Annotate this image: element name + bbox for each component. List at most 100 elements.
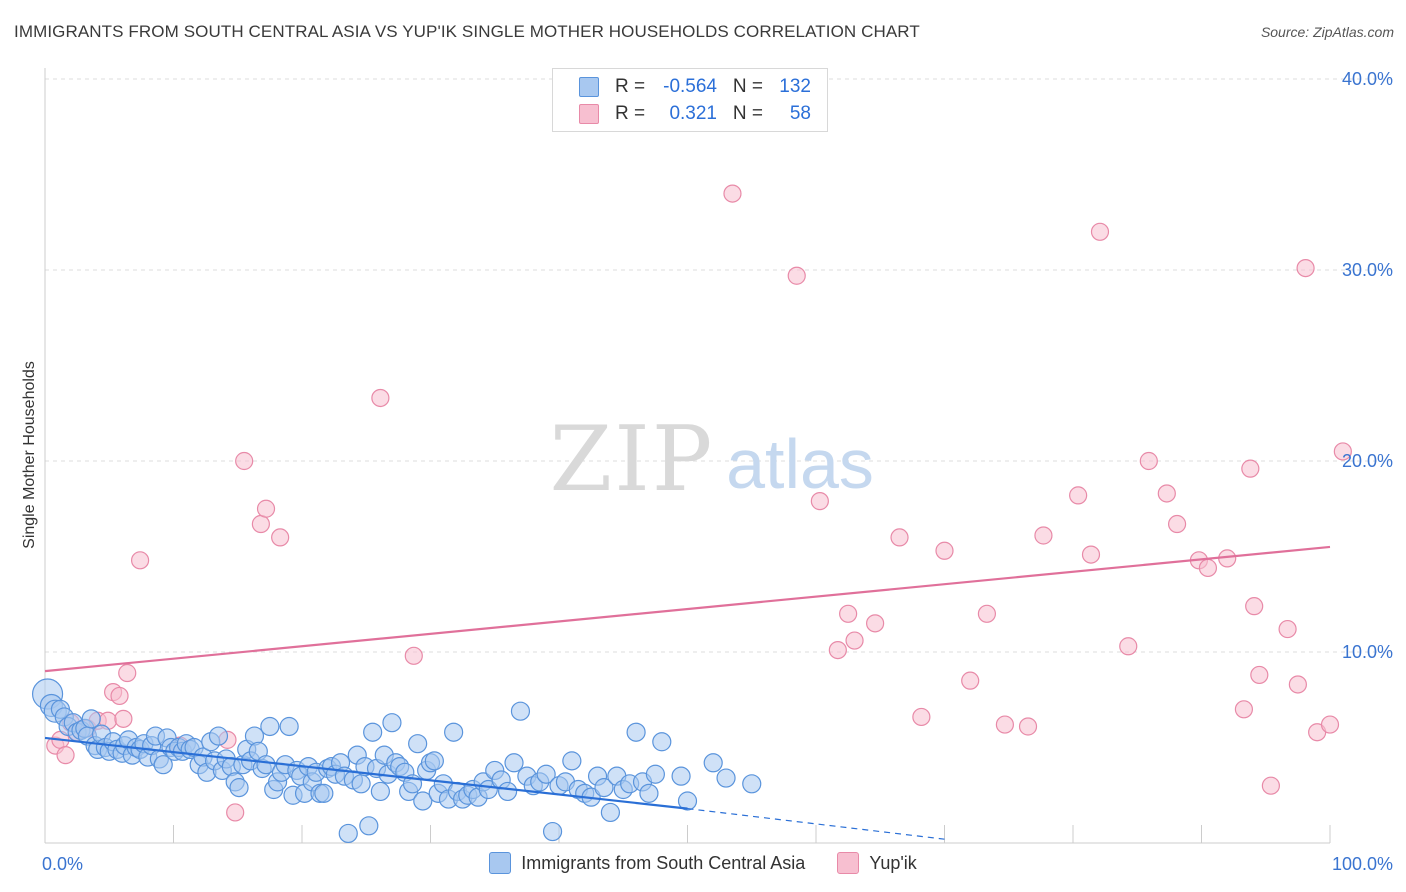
legend-r-label: R = xyxy=(615,103,646,124)
legend-r-label: R = xyxy=(615,76,646,97)
south-central-asia-point xyxy=(382,713,402,733)
south-central-asia-point xyxy=(716,768,736,788)
yupik-point xyxy=(1234,700,1254,719)
yupik-point xyxy=(226,803,245,822)
y-tick-label: 20.0% xyxy=(1342,451,1393,471)
yupik-point xyxy=(371,388,390,408)
legend-item-label: Yup'ik xyxy=(869,852,917,873)
legend-n-value: 132 xyxy=(779,76,811,97)
yupik-point xyxy=(256,499,276,518)
south-central-asia-point xyxy=(652,732,672,752)
south-central-asia-point xyxy=(645,764,665,784)
yupik-point xyxy=(977,604,997,623)
yupik-point xyxy=(1288,675,1307,694)
south-central-asia-point xyxy=(504,753,524,773)
yupik-point xyxy=(961,671,980,690)
south-central-asia-point xyxy=(256,755,276,775)
yupik-point xyxy=(1139,451,1158,471)
yupik-trend-line xyxy=(44,545,1331,673)
tick-labels: 10.0% 20.0% 30.0% 40.0% 0.0% 100.0% xyxy=(42,69,1393,874)
legend-item-south-central-asia[interactable]: Immigrants from South Central Asia xyxy=(489,852,805,874)
yupik-point xyxy=(995,715,1014,734)
watermark-zip: ZIP xyxy=(550,407,715,512)
legend-r-value: -0.564 xyxy=(663,76,717,97)
south-central-asia-point xyxy=(208,726,229,746)
south-central-asia-point xyxy=(510,701,531,721)
south-central-asia-point xyxy=(279,716,299,737)
legend-swatch-pink xyxy=(837,852,860,874)
y-tick-label: 40.0% xyxy=(1342,69,1393,89)
south-central-asia-point xyxy=(351,774,371,794)
yupik-point xyxy=(1081,545,1101,564)
south-central-asia-point xyxy=(260,716,280,737)
south-central-asia-point xyxy=(542,821,563,842)
yupik-point xyxy=(866,614,885,633)
watermark: ZIP atlas xyxy=(550,407,874,512)
y-tick-label: 30.0% xyxy=(1342,260,1393,280)
yupik-point xyxy=(1198,558,1218,578)
yupik-point xyxy=(235,451,254,471)
legend-swatch-blue xyxy=(489,852,512,874)
source-credit: Source: ZipAtlas.com xyxy=(1260,24,1394,40)
yupik-point xyxy=(935,541,954,560)
x-tick-label: 100.0% xyxy=(1332,854,1393,874)
south-central-asia-point xyxy=(359,816,379,836)
legend-swatch-pink xyxy=(579,104,599,124)
yupik-point xyxy=(828,640,847,660)
legend-r-value: 0.321 xyxy=(669,103,717,124)
yupik-point xyxy=(839,604,858,623)
yupik-point xyxy=(251,514,270,534)
legend-row-south-central-asia: R = -0.564 N = 132 xyxy=(579,75,811,99)
south-central-asia-point xyxy=(703,753,723,773)
trend-lines xyxy=(44,545,1331,840)
south-central-asia-point xyxy=(671,766,691,786)
chart-title: IMMIGRANTS FROM SOUTH CENTRAL ASIA VS YU… xyxy=(14,22,920,41)
south-central-asia-point xyxy=(81,709,101,729)
south-central-asia-point xyxy=(677,791,698,811)
south-central-asia-points xyxy=(31,678,762,844)
yupik-point xyxy=(1250,665,1269,685)
yupik-point xyxy=(845,631,864,650)
south-central-asia-point xyxy=(600,802,621,823)
legend-swatch-blue xyxy=(579,77,599,97)
yupik-point xyxy=(130,551,150,570)
grid-lines xyxy=(45,78,1392,653)
yupik-point xyxy=(912,707,931,727)
yupik-point xyxy=(1241,459,1260,478)
yupik-point xyxy=(118,663,137,683)
y-tick-label: 10.0% xyxy=(1342,642,1393,662)
yupik-point xyxy=(1157,484,1176,503)
south-central-asia-point xyxy=(424,751,444,771)
correlation-legend: R = -0.564 N = 132 R = 0.321 N = 58 xyxy=(552,68,828,132)
legend-row-yupik: R = 0.321 N = 58 xyxy=(579,102,811,126)
yupik-point xyxy=(1296,258,1315,278)
x-tick-label: 0.0% xyxy=(42,854,83,874)
south-central-asia-point xyxy=(742,774,762,794)
south-central-asia-point xyxy=(536,764,556,784)
series-legend: Immigrants from South Central Asia Yup'i… xyxy=(0,852,1406,874)
south-central-asia-point xyxy=(363,722,383,742)
south-central-asia-point xyxy=(594,778,614,798)
yupik-point xyxy=(787,266,806,285)
yupik-point xyxy=(1245,597,1264,616)
yupik-point xyxy=(890,528,909,547)
south-central-asia-point xyxy=(338,823,358,844)
y-axis-label: Single Mother Households xyxy=(21,361,38,549)
south-central-asia-point xyxy=(478,779,498,800)
legend-item-label: Immigrants from South Central Asia xyxy=(521,852,806,873)
legend-item-yupik[interactable]: Yup'ik xyxy=(837,852,917,874)
yupik-point xyxy=(1034,526,1053,545)
south-central-asia-point xyxy=(408,734,428,754)
south-central-asia-point xyxy=(413,791,433,811)
south-central-asia-trend-line xyxy=(44,736,688,810)
yupik-point xyxy=(1018,717,1038,736)
yupik-point xyxy=(110,686,129,706)
south-central-asia-point xyxy=(626,722,646,742)
south-central-asia-point xyxy=(562,751,582,771)
legend-n-label: N = xyxy=(732,76,763,97)
south-central-asia-point xyxy=(639,783,659,803)
yupik-point xyxy=(1069,486,1088,505)
yupik-point xyxy=(56,746,75,765)
yupik-point xyxy=(1320,715,1340,734)
yupik-point xyxy=(1119,637,1138,656)
